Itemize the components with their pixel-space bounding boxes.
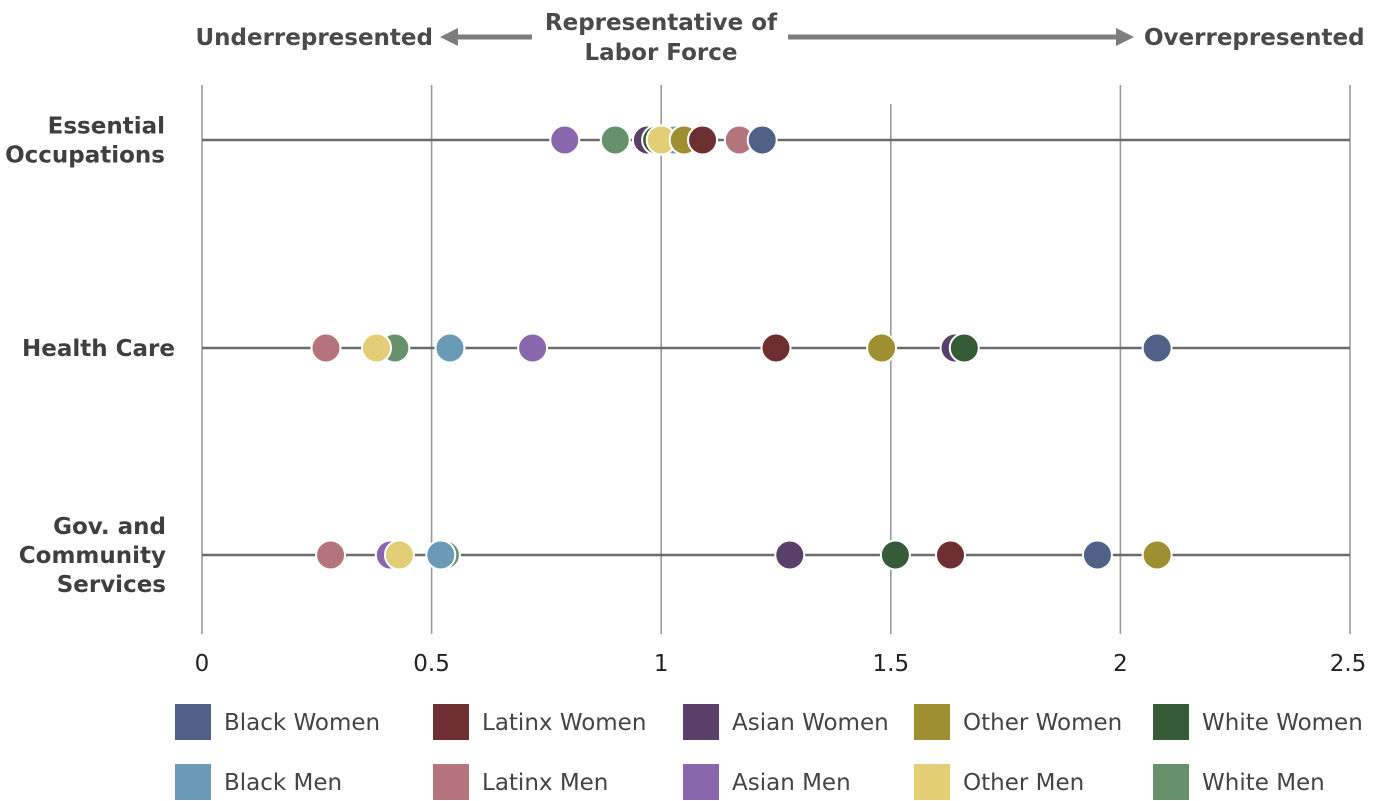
x-tick-label-4: 2: [1113, 651, 1128, 677]
dot-black-men-row-2: [425, 539, 457, 571]
legend-label-latinx-women: Latinx Women: [482, 710, 646, 736]
legend-label-black-women: Black Women: [224, 710, 380, 736]
dot-asian-men-row-1: [517, 332, 549, 364]
category-label-2-line-1: Community: [19, 543, 166, 569]
x-axis-tick-labels: 0 0.5 1 1.5 2 2.5: [195, 651, 1367, 677]
legend-swatch-white-men: [1153, 764, 1189, 800]
dot-latinx-men-row-2: [315, 539, 347, 571]
dot-latinx-women-row-2: [934, 539, 966, 571]
category-label-0-line-1: Occupations: [5, 143, 165, 169]
category-label-2-line-2: Services: [57, 572, 166, 598]
x-tick-label-3: 1.5: [873, 651, 910, 677]
legend-label-asian-men: Asian Men: [732, 770, 851, 796]
x-tick-label-5: 2.5: [1330, 651, 1367, 677]
legend-swatch-asian-men: [683, 764, 719, 800]
legend-label-latinx-men: Latinx Men: [482, 770, 608, 796]
legend-swatch-black-women: [175, 704, 211, 740]
dot-other-women-row-1: [866, 332, 898, 364]
chart-header: Underrepresented Representative of Labor…: [195, 10, 1364, 66]
dot-other-women-row-2: [1141, 539, 1173, 571]
dot-black-women-row-0: [746, 124, 778, 156]
dot-asian-women-row-2: [774, 539, 806, 571]
header-center-line-2: Labor Force: [585, 40, 738, 66]
dot-asian-men-row-0: [549, 124, 581, 156]
legend-swatch-latinx-women: [433, 704, 469, 740]
header-overrepresented-label: Overrepresented: [1144, 25, 1365, 51]
dot-black-women-row-1: [1141, 332, 1173, 364]
right-arrow-head-icon: [1116, 28, 1134, 46]
dot-white-women-row-1: [948, 332, 980, 364]
legend-label-black-men: Black Men: [224, 770, 342, 796]
legend-swatch-black-men: [175, 764, 211, 800]
legend-swatch-other-women: [914, 704, 950, 740]
dot-latinx-men-row-1: [310, 332, 342, 364]
dot-white-women-row-2: [879, 539, 911, 571]
data-points: [310, 124, 1173, 571]
legend-swatch-white-women: [1153, 704, 1189, 740]
legend-swatch-asian-women: [683, 704, 719, 740]
dot-latinx-women-row-1: [760, 332, 792, 364]
left-arrow-head-icon: [440, 28, 458, 46]
header-underrepresented-label: Underrepresented: [195, 25, 433, 51]
dot-latinx-women-row-0: [687, 124, 719, 156]
legend-swatch-latinx-men: [433, 764, 469, 800]
dot-black-men-row-1: [434, 332, 466, 364]
category-label-2-line-0: Gov. and: [53, 514, 166, 540]
x-tick-label-2: 1: [654, 651, 669, 677]
dot-other-men-row-2: [383, 539, 415, 571]
dot-white-men-row-0: [599, 124, 631, 156]
header-center-line-1: Representative of: [545, 10, 778, 36]
x-tick-label-1: 0.5: [413, 651, 450, 677]
legend: Black Women Latinx Women Asian Women Other …: [175, 704, 1363, 800]
dot-other-men-row-1: [360, 332, 392, 364]
legend-label-white-men: White Men: [1202, 770, 1325, 796]
legend-label-asian-women: Asian Women: [732, 710, 889, 736]
category-label-0-line-0: Essential: [48, 114, 165, 140]
dot-black-women-row-2: [1081, 539, 1113, 571]
category-labels: Essential Occupations Health Care Gov. and C…: [5, 114, 175, 599]
legend-label-other-women: Other Women: [963, 710, 1122, 736]
legend-label-white-women: White Women: [1202, 710, 1363, 736]
legend-label-other-men: Other Men: [963, 770, 1084, 796]
legend-swatch-other-men: [914, 764, 950, 800]
x-tick-label-0: 0: [195, 651, 210, 677]
vertical-gridlines: [201, 85, 1351, 634]
category-label-1-line-0: Health Care: [22, 336, 175, 362]
